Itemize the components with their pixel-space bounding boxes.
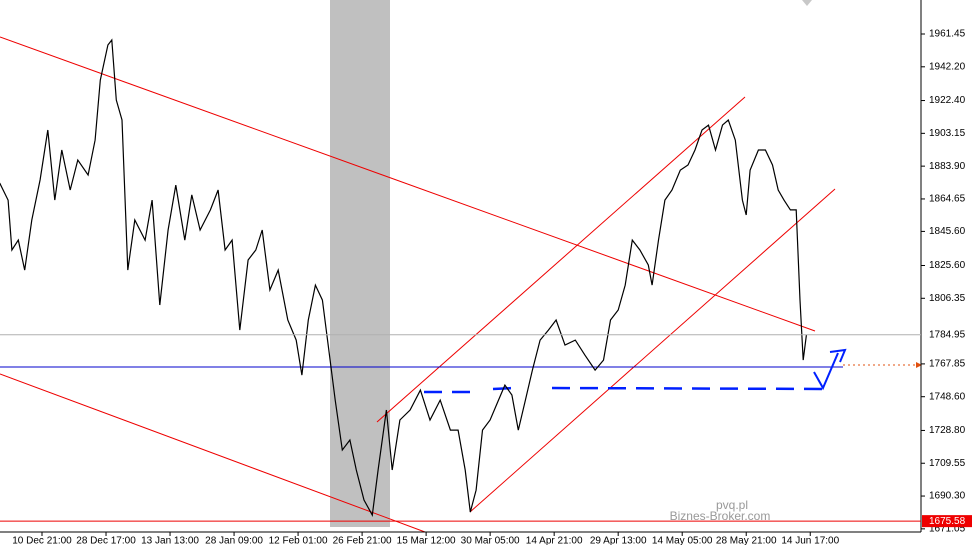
x-tick-label: 14 May 05:00 xyxy=(652,536,713,545)
y-tick-label: 1709.55 xyxy=(929,458,966,469)
y-tick-label: 1864.65 xyxy=(929,194,966,205)
y-tick-label: 1728.80 xyxy=(929,425,966,436)
y-tick-label: 1671.05 xyxy=(929,523,966,534)
x-tick-label: 30 Mar 05:00 xyxy=(461,536,520,545)
watermark: Biznes-Broker.com xyxy=(670,509,771,523)
y-tick-label: 1922.40 xyxy=(929,95,966,106)
arrow-drawing xyxy=(813,348,847,391)
watermark: pvq.pl xyxy=(716,498,748,512)
x-tick-label: 15 Mar 12:00 xyxy=(397,536,456,545)
highlight-band xyxy=(330,0,390,527)
trend-line xyxy=(376,96,746,423)
current-price-label: 1784.95 xyxy=(929,329,966,340)
x-tick-label: 14 Jun 17:00 xyxy=(781,536,839,545)
shift-marker xyxy=(802,0,812,6)
x-tick-label: 28 Jan 09:00 xyxy=(205,536,263,545)
y-tick-label: 1845.60 xyxy=(929,226,966,237)
trend-line xyxy=(0,373,426,533)
x-tick-label: 26 Feb 21:00 xyxy=(333,536,392,545)
y-tick-label: 1883.90 xyxy=(929,161,966,172)
x-tick-label: 29 Apr 13:00 xyxy=(590,536,647,545)
trend-line xyxy=(0,36,816,332)
x-tick-label: 12 Feb 01:00 xyxy=(269,536,328,545)
y-tick-label: 1961.45 xyxy=(929,29,966,40)
y-tick-label: 1903.15 xyxy=(929,128,966,139)
dashed-level xyxy=(424,386,831,394)
y-tick-label: 1806.35 xyxy=(929,293,966,304)
low-price-label: 1675.58 xyxy=(929,516,966,527)
price-line xyxy=(0,38,807,518)
x-tick-label: 28 May 21:00 xyxy=(716,536,777,545)
price-tag xyxy=(922,515,972,528)
y-tick-label: 1942.20 xyxy=(929,61,966,72)
projection-arrow xyxy=(916,362,922,368)
x-tick-label: 14 Apr 21:00 xyxy=(526,536,583,545)
x-tick-label: 10 Dec 21:00 xyxy=(12,536,72,545)
y-tick-label: 1767.85 xyxy=(929,359,966,370)
y-tick-label: 1690.30 xyxy=(929,491,966,502)
trend-line xyxy=(469,188,836,513)
y-tick-label: 1825.60 xyxy=(929,260,966,271)
x-tick-label: 28 Dec 17:00 xyxy=(76,536,136,545)
x-tick-label: 13 Jan 13:00 xyxy=(141,536,199,545)
y-tick-label: 1748.60 xyxy=(929,391,966,402)
price-tag xyxy=(922,328,972,341)
